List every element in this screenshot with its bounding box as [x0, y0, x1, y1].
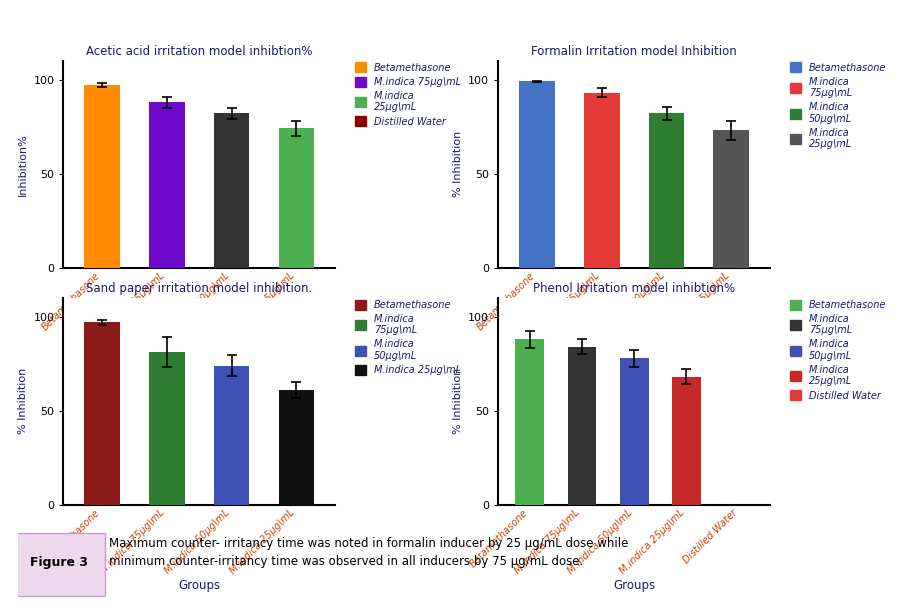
FancyBboxPatch shape	[14, 533, 105, 596]
Bar	[567, 347, 596, 505]
Bar	[672, 377, 701, 505]
X-axis label: Groups: Groups	[613, 579, 655, 592]
Y-axis label: % Inhibition: % Inhibition	[453, 368, 463, 434]
Bar	[84, 322, 120, 505]
Bar	[516, 339, 544, 505]
Y-axis label: Inhibition%: Inhibition%	[18, 133, 28, 196]
X-axis label: Groups: Groups	[613, 342, 655, 354]
Bar	[278, 128, 314, 268]
Title: Formalin Irritation model Inhibition: Formalin Irritation model Inhibition	[531, 45, 737, 58]
Bar	[214, 114, 249, 268]
Legend: Betamethasone, M.indica 75μg\mL, M.indica
25μg\mL, Distilled Water: Betamethasone, M.indica 75μg\mL, M.indic…	[353, 61, 462, 128]
Legend: Betamethasone, M.indica
75μg\mL, M.indica
50μg\mL, M.indica
25μg\mL, Distilled W: Betamethasone, M.indica 75μg\mL, M.indic…	[788, 299, 887, 401]
Text: Figure 3: Figure 3	[30, 556, 88, 569]
Bar	[149, 102, 185, 268]
Legend: Betamethasone, M.indica
75μg\mL, M.indica
50μg\mL, M.indica
25μg\mL: Betamethasone, M.indica 75μg\mL, M.indic…	[788, 61, 887, 150]
Y-axis label: % Inhibition: % Inhibition	[18, 368, 28, 434]
Bar	[149, 353, 185, 505]
Legend: Betamethasone, M.indica
75μg\mL, M.indica
50μg\mL, M.indica 25μg\mL: Betamethasone, M.indica 75μg\mL, M.indic…	[353, 299, 462, 376]
Title: Acetic acid irritation model inhibtion%: Acetic acid irritation model inhibtion%	[86, 45, 313, 58]
Bar	[620, 358, 649, 505]
Bar	[519, 81, 554, 268]
Text: Maximum counter- irritancy time was noted in formalin inducer by 25 μg/mL dose w: Maximum counter- irritancy time was note…	[110, 537, 629, 568]
Bar	[278, 390, 314, 505]
Y-axis label: % Inhibition: % Inhibition	[453, 131, 463, 197]
X-axis label: Groups: Groups	[178, 579, 220, 592]
Bar	[649, 114, 684, 268]
Bar	[584, 93, 620, 268]
Bar	[714, 130, 749, 268]
Bar	[214, 365, 249, 505]
X-axis label: Groups: Groups	[178, 342, 220, 354]
Title: Sand paper irritation model inhibition.: Sand paper irritation model inhibition.	[86, 282, 313, 295]
Bar	[84, 85, 120, 268]
Title: Phenol Irritation model inhibtion%: Phenol Irritation model inhibtion%	[533, 282, 736, 295]
